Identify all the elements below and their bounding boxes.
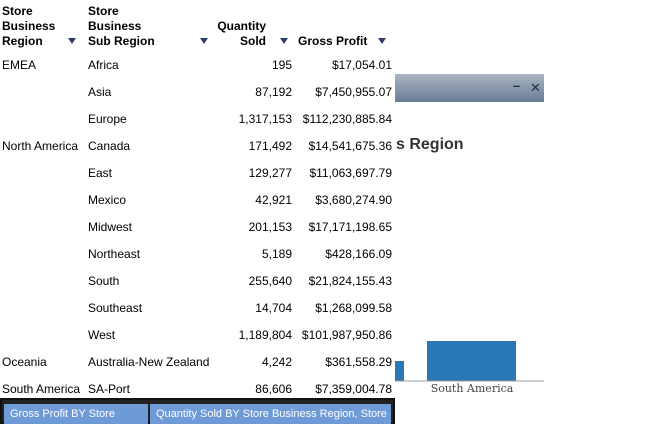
- cell-gross-profit: $112,230,885.84: [302, 112, 392, 126]
- header-region-line1: Store: [2, 4, 33, 18]
- header-sub-line2: Business: [88, 19, 142, 33]
- cell-gross-profit: $7,450,955.07: [315, 85, 392, 99]
- sort-arrow-icon[interactable]: [378, 38, 386, 44]
- cell-sub-region: Australia-New Zealand: [88, 355, 210, 369]
- cell-sub-region: Europe: [88, 112, 127, 126]
- cell-quantity: 86,606: [255, 382, 292, 396]
- table-row: Midwest 201,153 $17,171,198.65: [0, 220, 395, 247]
- header-gp-label: Gross Profit: [298, 34, 368, 48]
- cell-region: South America: [2, 382, 81, 396]
- cell-gross-profit: $7,359,004.78: [315, 382, 392, 396]
- chart-x-category-label: South America: [430, 382, 514, 395]
- table-row: Europe 1,317,153 $112,230,885.84: [0, 112, 395, 139]
- cell-quantity: 14,704: [255, 301, 292, 315]
- header-region-line2: Business: [2, 19, 56, 33]
- sort-arrow-icon[interactable]: [200, 38, 208, 44]
- header-region-line3: Region: [2, 34, 43, 48]
- table-row: EMEA Africa 195 $17,054.01: [0, 58, 395, 85]
- header-store-business-sub-region[interactable]: Store Business Sub Region: [88, 4, 208, 49]
- cell-quantity: 1,189,804: [238, 328, 292, 342]
- chart-title-fragment: s Region: [396, 136, 464, 153]
- tab-strip: Gross Profit BY Store Quantity Sold BY S…: [0, 398, 395, 424]
- header-sub-line1: Store: [88, 4, 119, 18]
- table-row: Northeast 5,189 $428,166.09: [0, 247, 395, 274]
- cell-quantity: 4,242: [261, 355, 292, 369]
- cell-quantity: 129,277: [248, 166, 292, 180]
- header-quantity-sold[interactable]: Quantity Sold: [214, 19, 266, 49]
- minimize-icon[interactable]: –: [513, 78, 521, 93]
- cell-region: EMEA: [2, 58, 37, 72]
- cell-region: North America: [2, 139, 79, 153]
- cell-quantity: 255,640: [248, 274, 292, 288]
- tab-quantity-sold-by-region-store[interactable]: Quantity Sold BY Store Business Region, …: [150, 404, 391, 424]
- cell-gross-profit: $17,171,198.65: [308, 220, 392, 234]
- cell-quantity: 87,192: [255, 85, 292, 99]
- table-row: East 129,277 $11,063,697.79: [0, 166, 395, 193]
- cell-quantity: 42,921: [255, 193, 292, 207]
- cell-sub-region: East: [88, 166, 113, 180]
- cell-gross-profit: $17,054.01: [331, 58, 392, 72]
- cell-sub-region: West: [88, 328, 116, 342]
- cell-sub-region: South: [88, 274, 120, 288]
- close-icon[interactable]: ✕: [530, 80, 541, 95]
- cell-gross-profit: $3,680,274.90: [315, 193, 392, 207]
- chart-bar-south-america[interactable]: [427, 341, 516, 381]
- cell-quantity: 5,189: [261, 247, 292, 261]
- table-row: Asia 87,192 $7,450,955.07: [0, 85, 395, 112]
- cell-sub-region: SA-Port: [88, 382, 131, 396]
- cell-sub-region: Africa: [88, 58, 119, 72]
- header-sub-line3: Sub Region: [88, 34, 155, 48]
- cell-gross-profit: $21,824,155.43: [308, 274, 392, 288]
- cell-gross-profit: $361,558.29: [325, 355, 392, 369]
- header-gross-profit[interactable]: Gross Profit: [298, 34, 378, 49]
- cell-gross-profit: $101,987,950.86: [301, 328, 392, 342]
- sort-arrow-icon[interactable]: [68, 38, 76, 44]
- cell-sub-region: Northeast: [88, 247, 141, 261]
- cell-gross-profit: $11,063,697.79: [309, 166, 392, 180]
- table-row: Oceania Australia-New Zealand 4,242 $361…: [0, 355, 395, 382]
- chart-bar-partial: [395, 361, 404, 381]
- table-row: Southeast 14,704 $1,268,099.58: [0, 301, 395, 328]
- cell-sub-region: Asia: [88, 85, 112, 99]
- cell-gross-profit: $428,166.09: [325, 247, 392, 261]
- cell-quantity: 201,153: [248, 220, 292, 234]
- table-row: West 1,189,804 $101,987,950.86: [0, 328, 395, 355]
- cell-sub-region: Canada: [88, 139, 131, 153]
- tab-gross-profit-by-store[interactable]: Gross Profit BY Store: [4, 404, 148, 424]
- cell-gross-profit: $14,541,675.36: [308, 139, 392, 153]
- table-row: North America Canada 171,492 $14,541,675…: [0, 139, 395, 166]
- cell-quantity: 1,317,153: [238, 112, 292, 126]
- table-row: South America SA-Port 86,606 $7,359,004.…: [0, 382, 395, 409]
- cell-gross-profit: $1,268,099.58: [315, 301, 392, 315]
- cell-quantity: 171,492: [248, 139, 292, 153]
- sort-arrow-icon[interactable]: [280, 38, 288, 44]
- cell-sub-region: Mexico: [88, 193, 127, 207]
- chart-plot-area: [395, 341, 544, 382]
- chart-window-titlebar[interactable]: – ✕: [395, 74, 544, 102]
- table-row: South 255,640 $21,824,155.43: [0, 274, 395, 301]
- cell-sub-region: Southeast: [88, 301, 143, 315]
- cell-sub-region: Midwest: [88, 220, 133, 234]
- cell-region: Oceania: [2, 355, 47, 369]
- table-row: Mexico 42,921 $3,680,274.90: [0, 193, 395, 220]
- header-qty-line2: Sold: [240, 34, 266, 48]
- cell-quantity: 195: [271, 58, 292, 72]
- header-qty-line1: Quantity: [217, 19, 266, 33]
- header-store-business-region[interactable]: Store Business Region: [2, 4, 82, 49]
